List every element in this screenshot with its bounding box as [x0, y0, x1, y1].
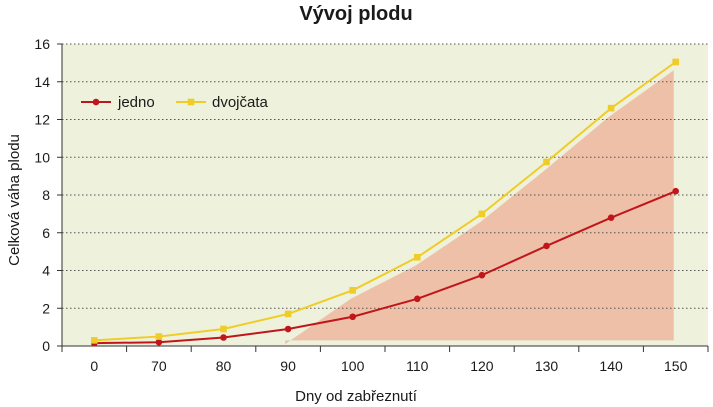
data-point-dvojčata: [220, 325, 227, 333]
y-tick-label: 14: [34, 74, 50, 90]
series-line-dvojčata: [94, 61, 677, 342]
y-tick-label: 10: [34, 149, 50, 165]
data-point-dvojčata: [414, 253, 421, 261]
data-point-jedno: [672, 187, 679, 195]
x-tick-label: 130: [535, 358, 559, 374]
data-point-jedno: [478, 271, 486, 279]
x-axis-label: Dny od zabřeznutí: [295, 388, 418, 405]
data-point-dvojčata: [607, 104, 615, 112]
legend-label-dvojčata: dvojčata: [212, 94, 269, 111]
data-point-jedno: [220, 334, 227, 341]
y-tick-label: 16: [34, 36, 50, 52]
x-tick-label: 90: [280, 358, 296, 374]
y-tick-label: 6: [42, 225, 50, 241]
plot-area: 0 2 4 6 8 10 12 14 16 0 70 80 90 100 110 120 130 140 150 je…: [34, 36, 709, 374]
x-tick-label: 150: [664, 358, 688, 374]
y-tick-label: 2: [42, 300, 50, 316]
data-point-dvojčata: [672, 58, 679, 66]
x-tick-label: 100: [341, 358, 365, 374]
data-point-dvojčata: [478, 210, 486, 218]
legend-marker-dvojčata: [187, 98, 195, 106]
data-point-dvojčata: [155, 333, 163, 340]
data-point-dvojčata: [349, 287, 356, 294]
y-tick-label: 8: [42, 187, 50, 203]
x-tick-label: 80: [216, 358, 232, 374]
y-tick-label: 0: [42, 338, 50, 354]
data-point-dvojčata: [284, 310, 292, 318]
data-point-dvojčata: [91, 337, 98, 344]
legend-marker-jedno: [92, 98, 100, 106]
y-tick-label: 12: [34, 112, 50, 128]
data-point-jedno: [607, 214, 615, 221]
shaded-region: [285, 70, 674, 345]
data-point-dvojčata: [543, 158, 550, 166]
y-tick-label: 4: [42, 263, 50, 279]
series-line-jedno: [94, 190, 677, 345]
data-point-jedno: [349, 313, 357, 321]
x-tick-label: 120: [470, 358, 494, 374]
x-tick-label: 70: [151, 358, 167, 374]
x-tick-label: 110: [406, 358, 429, 374]
x-tick-label: 0: [90, 358, 98, 374]
legend-label-jedno: jedno: [117, 94, 155, 111]
data-point-jedno: [284, 325, 292, 333]
y-axis-label: Celková váha plodu: [6, 134, 23, 266]
data-point-jedno: [543, 242, 550, 250]
data-point-jedno: [155, 338, 163, 346]
data-point-jedno: [414, 295, 421, 303]
x-tick-label: 140: [599, 358, 623, 374]
chart-title: Vývoj plodu: [299, 3, 412, 25]
